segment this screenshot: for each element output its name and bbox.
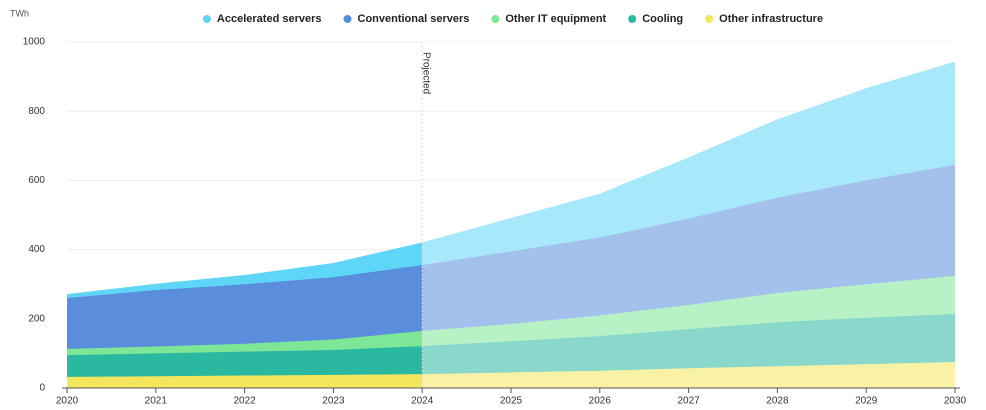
area — [67, 362, 955, 388]
area — [67, 164, 955, 349]
x-tick-label: 2029 — [855, 396, 878, 407]
x-tick-label: 2026 — [589, 396, 612, 407]
y-axis-label: TWh — [10, 8, 29, 18]
annotation: Projected — [421, 52, 432, 94]
y-tick-label: 600 — [28, 175, 45, 186]
area — [67, 62, 955, 299]
x-tick-label: 2027 — [677, 396, 700, 407]
legend-text: Other IT equipment — [505, 13, 606, 25]
x-tick-label: 2022 — [233, 396, 256, 407]
legend-marker — [491, 15, 500, 23]
legend-marker — [628, 15, 637, 23]
y-tick-label: 200 — [28, 313, 45, 324]
x-tick-label: 2028 — [766, 396, 789, 407]
area — [67, 313, 955, 377]
y-tick-label: 0 — [39, 383, 45, 394]
y-tick-label: 400 — [28, 244, 45, 255]
legend-text: Other infrastructure — [719, 13, 823, 25]
legend: Accelerated servers Conventional servers O… — [202, 13, 823, 25]
projection-overlay — [422, 37, 955, 388]
legend-text: Conventional servers — [358, 13, 470, 25]
x-tick-label: 2025 — [500, 396, 523, 407]
legend-text: Accelerated servers — [217, 13, 322, 25]
x-tick-label: 2030 — [944, 396, 967, 407]
legend-marker — [343, 15, 352, 23]
legend-marker — [705, 15, 714, 23]
y-tick-label: 800 — [28, 106, 45, 117]
legend-text: Cooling — [642, 13, 683, 25]
x-tick-label: 2021 — [145, 396, 168, 407]
x-tick-label: 2024 — [411, 396, 434, 407]
area — [67, 275, 955, 356]
x-tick-label: 2020 — [56, 396, 79, 407]
area-edge — [66, 61, 956, 296]
x-tick-label: 2023 — [322, 396, 345, 407]
y-tick-label: 1000 — [23, 37, 46, 48]
legend-marker — [202, 15, 211, 23]
